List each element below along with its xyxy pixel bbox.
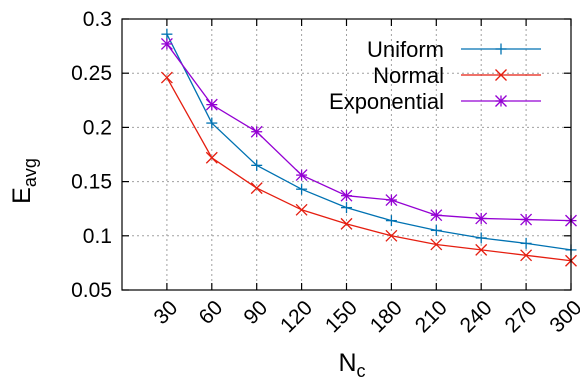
- legend-entry-exponential: Exponential: [329, 89, 541, 114]
- y-tick-label: 0.15: [71, 171, 112, 194]
- data-point-uniform: [341, 202, 352, 214]
- data-point-exponential: [385, 194, 398, 206]
- data-point-uniform: [206, 117, 218, 129]
- x-tick-label: 60: [194, 296, 227, 329]
- data-point-normal: [250, 182, 263, 195]
- y-tick-labels: 0.05 0.1 0.15 0.2 0.25 0.3: [71, 8, 112, 302]
- series-layer: [160, 28, 577, 267]
- y-tick-label: 0.1: [83, 225, 112, 248]
- data-point-normal: [430, 238, 443, 251]
- x-tick-label: 30: [150, 296, 183, 329]
- legend-label: Normal: [373, 63, 444, 88]
- data-point-exponential: [205, 98, 218, 111]
- data-point-exponential: [295, 169, 308, 182]
- series-line-exponential: [166, 43, 572, 222]
- legend-marker: [495, 95, 507, 107]
- legend-marker: [495, 43, 507, 55]
- x-tick-label: 240: [456, 296, 497, 337]
- data-point-exponential: [520, 213, 533, 226]
- series-exponential: [160, 37, 577, 227]
- y-axis-label-main: E: [8, 187, 36, 204]
- series-line-uniform: [166, 33, 572, 251]
- x-tick-label: 90: [239, 296, 272, 329]
- legend-entry-uniform: Uniform: [367, 37, 541, 62]
- y-axis-label: Eavg: [8, 158, 40, 204]
- data-point-uniform: [385, 215, 397, 227]
- legend-label: Exponential: [329, 89, 444, 114]
- data-point-normal: [385, 229, 398, 242]
- data-point-uniform: [430, 224, 442, 236]
- data-point-normal: [160, 71, 173, 84]
- y-tick-label: 0.3: [83, 8, 112, 31]
- data-point-exponential: [160, 37, 173, 50]
- data-point-exponential: [340, 189, 353, 202]
- series-normal: [160, 71, 577, 267]
- data-point-normal: [520, 249, 533, 262]
- x-tick-label: 270: [501, 296, 542, 337]
- y-axis-label-sub: avg: [20, 158, 40, 187]
- legend-label: Uniform: [367, 37, 444, 62]
- data-point-uniform: [296, 183, 308, 195]
- x-tick-label: 300: [545, 296, 580, 337]
- legend-entry-normal: Normal: [373, 63, 541, 88]
- y-tick-label: 0.2: [83, 116, 112, 139]
- series-line-normal: [166, 77, 572, 262]
- axis-ticks: [122, 18, 572, 291]
- legend-marker: [495, 69, 507, 81]
- x-axis-label: Nc: [338, 349, 365, 381]
- x-tick-labels: 30 60 90 120 150 180 210 240 270 300: [150, 296, 580, 337]
- data-point-exponential: [430, 209, 443, 222]
- x-tick-label: 150: [321, 296, 362, 337]
- data-point-exponential: [250, 125, 263, 138]
- data-point-exponential: [475, 212, 488, 225]
- y-tick-label: 0.05: [71, 279, 112, 302]
- data-point-normal: [340, 217, 353, 230]
- x-tick-label: 120: [276, 296, 317, 337]
- data-point-uniform: [475, 232, 487, 244]
- data-point-normal: [475, 243, 488, 256]
- x-tick-label: 210: [411, 296, 452, 337]
- x-axis-label-sub: c: [357, 361, 366, 381]
- y-tick-label: 0.25: [71, 62, 112, 85]
- data-point-normal: [295, 203, 308, 216]
- x-axis-label-main: N: [338, 349, 356, 377]
- series-uniform: [161, 28, 577, 256]
- grid: [122, 19, 571, 290]
- x-tick-label: 180: [366, 296, 407, 337]
- data-point-uniform: [251, 159, 263, 171]
- data-point-uniform: [520, 237, 532, 249]
- data-point-normal: [205, 151, 218, 164]
- data-point-uniform: [161, 28, 173, 40]
